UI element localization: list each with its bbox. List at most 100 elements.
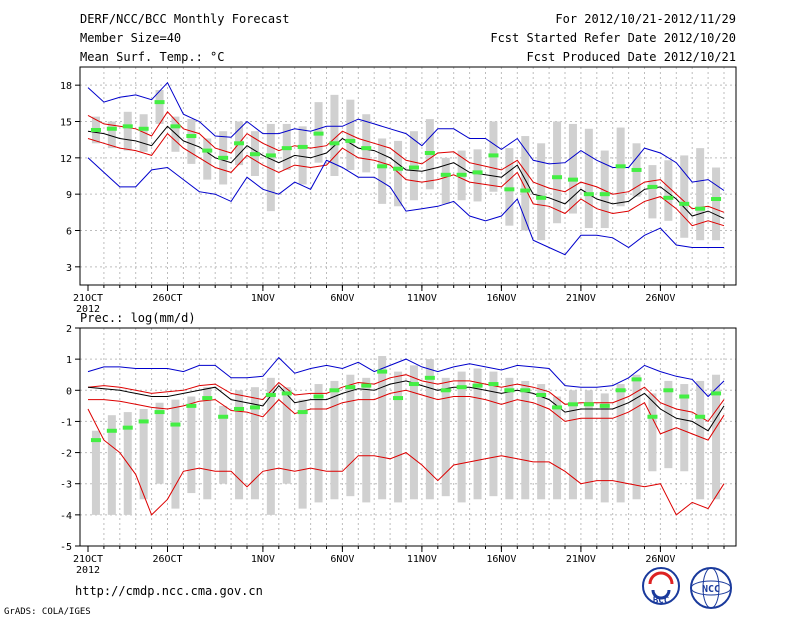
p1-y-tick-label: -4 [60, 511, 72, 522]
p0-median-mark [711, 197, 722, 202]
p1-median-mark [711, 391, 722, 396]
p1-median-mark [488, 382, 499, 387]
p0-spread-box [187, 119, 196, 164]
ncc-logo-text: NCC [702, 584, 720, 595]
p0-median-mark [663, 195, 674, 200]
p0-median-mark [393, 166, 404, 171]
p1-median-mark [218, 414, 229, 419]
p1-median-mark [361, 383, 372, 388]
p1-spread-box [696, 380, 705, 500]
p0-median-mark [424, 150, 435, 155]
p0-median-mark [265, 153, 276, 158]
p0-x-tick-label: 11NOV [407, 293, 437, 304]
p0-median-mark [218, 155, 229, 160]
p1-y-tick-label: 1 [66, 355, 72, 366]
p0-median-mark [615, 164, 626, 169]
p0-x-tick-label: 21OCT [73, 293, 103, 304]
p0-spread-box [680, 155, 689, 238]
p0-median-mark [647, 184, 658, 189]
footer-url[interactable]: http://cmdp.ncc.cma.gov.cn [75, 584, 263, 598]
p0-median-mark [520, 188, 531, 193]
p1-x-tick-label: 11NOV [407, 554, 437, 565]
started-refer-date: Fcst Started Refer Date 2012/10/20 [490, 31, 736, 45]
p0-y-tick-label: 6 [66, 227, 72, 238]
p1-median-mark [329, 388, 340, 393]
p1-spread-box [409, 365, 418, 500]
p0-y-tick-label: 15 [60, 118, 72, 129]
forecast-period: For 2012/10/21-2012/11/29 [555, 12, 736, 26]
p1-spread-box [584, 390, 593, 500]
grads-credit: GrADS: COLA/IGES [4, 607, 91, 617]
p1-y-tick-label: -2 [60, 449, 72, 460]
p0-spread-box [712, 167, 721, 241]
p0-median-mark [313, 131, 324, 136]
p0-plot-frame [79, 66, 737, 286]
p0-median-mark [567, 177, 578, 182]
p0-median-mark [695, 206, 706, 211]
p1-median-mark [313, 394, 324, 399]
p1-median-mark [520, 388, 531, 393]
p1-spread-box [282, 387, 291, 484]
bcc-logo: BCC [642, 567, 680, 606]
p1-median-mark [234, 406, 245, 411]
p0-median-mark [329, 141, 340, 146]
p0-median-mark [679, 201, 690, 206]
p0-median-mark [361, 146, 372, 151]
p0-median-mark [631, 167, 642, 172]
p1-median-mark [631, 377, 642, 382]
p0-median-mark [408, 165, 419, 170]
p0-spread-box [600, 150, 609, 229]
p0-median-mark [377, 164, 388, 169]
p1-median-mark [647, 414, 658, 419]
p1-series-min-line [87, 408, 725, 516]
p0-median-mark [154, 100, 165, 105]
p1-median-mark [504, 388, 515, 393]
p0-spread-box [266, 123, 275, 212]
p0-median-mark [90, 127, 101, 132]
p1-spread-box [139, 408, 148, 500]
p1-spread-box [473, 368, 482, 500]
p0-median-mark [138, 126, 149, 131]
p0-median-mark [249, 152, 260, 157]
p1-median-mark [90, 438, 101, 443]
p1-spread-box [346, 374, 355, 497]
p1-series-lower-line [88, 389, 725, 441]
p1-y-tick-label: -1 [60, 417, 72, 428]
p0-median-mark [456, 172, 467, 177]
p1-median-mark [138, 419, 149, 424]
p1-spread-box [394, 371, 403, 503]
p0-spread-box [298, 126, 307, 185]
p1-spread-box [553, 396, 562, 500]
p1-spread-box [107, 415, 116, 515]
p0-spread-box [473, 149, 482, 202]
p0-median-mark [472, 170, 483, 175]
p0-median-mark [186, 134, 197, 139]
p0-x-tick-year: 2012 [76, 304, 100, 315]
p1-median-mark [281, 391, 292, 396]
p1-median-mark [472, 383, 483, 388]
p1-y-tick-label: 2 [66, 324, 72, 335]
p1-median-mark [106, 428, 117, 433]
p1-median-mark [615, 388, 626, 393]
p0-spread-box [203, 138, 212, 180]
p1-spread-box [600, 393, 609, 503]
p1-spread-box [441, 377, 450, 497]
p1-spread-box [250, 387, 259, 500]
p1-plot-frame [79, 327, 737, 547]
p1-x-tick-label: 16NOV [486, 554, 516, 565]
p0-spread-box [505, 148, 514, 226]
p0-spread-box [648, 165, 657, 219]
p1-spread-box [171, 399, 180, 509]
p1-x-tick-year: 2012 [76, 565, 100, 576]
p0-spread-box [139, 114, 148, 152]
p1-median-mark [695, 414, 706, 419]
p1-median-mark [536, 392, 547, 397]
p1-median-mark [393, 396, 404, 401]
p1-spread-box [219, 405, 228, 484]
p1-x-tick-label: 26OCT [152, 554, 182, 565]
p0-series-upper-line [87, 110, 725, 213]
p0-median-mark [504, 187, 515, 192]
p0-median-mark [440, 172, 451, 177]
